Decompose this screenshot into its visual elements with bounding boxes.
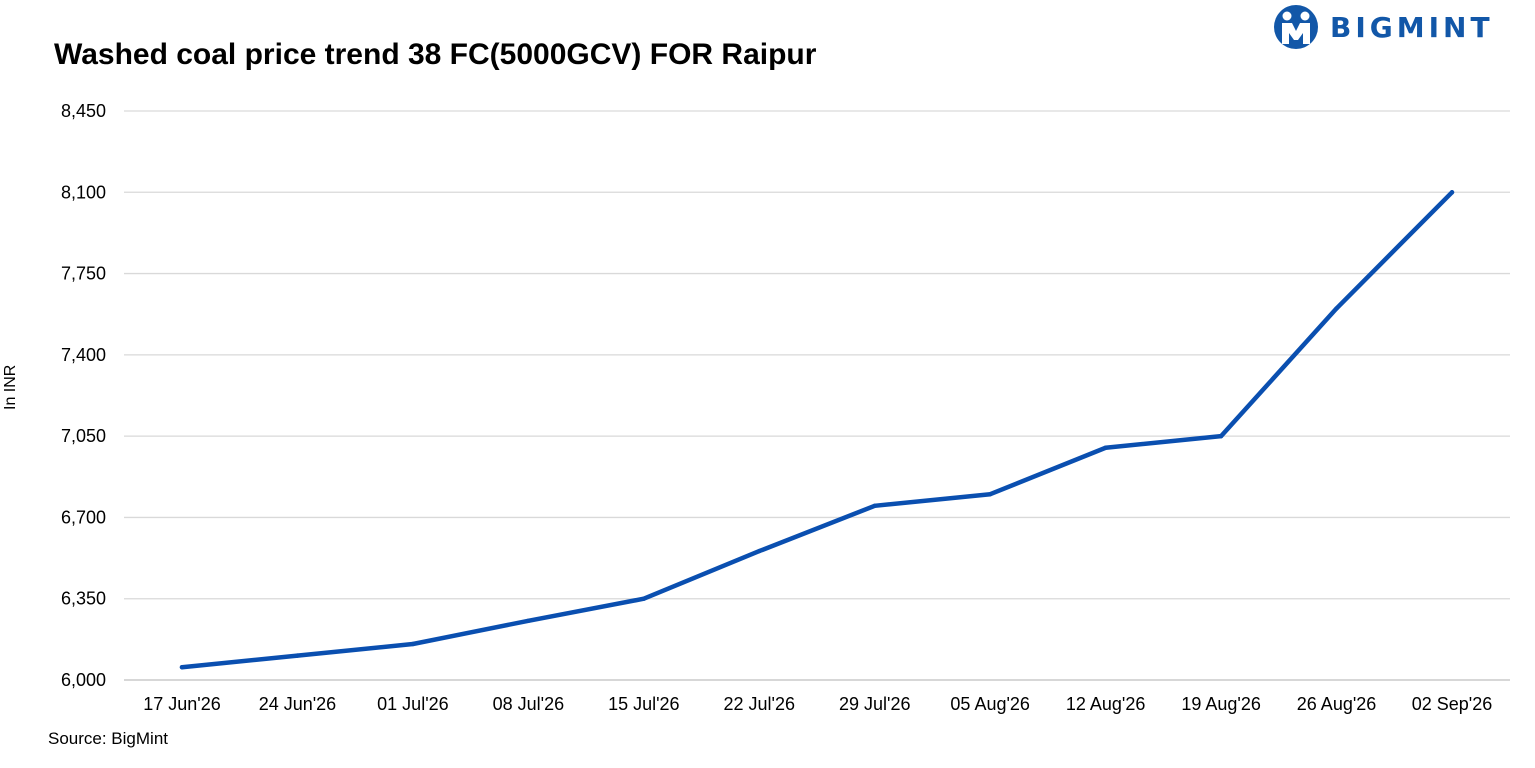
y-tick-label: 7,050 xyxy=(61,426,106,446)
x-tick-label: 26 Aug'26 xyxy=(1297,694,1377,714)
x-tick-label: 02 Sep'26 xyxy=(1412,694,1493,714)
series-line xyxy=(179,190,1455,670)
y-tick-label: 6,000 xyxy=(61,670,106,690)
chart-title: Washed coal price trend 38 FC(5000GCV) F… xyxy=(54,38,817,71)
data-point xyxy=(410,641,416,647)
data-point xyxy=(1334,306,1339,311)
y-tick-label: 6,350 xyxy=(61,589,106,609)
x-tick-label: 08 Jul'26 xyxy=(493,694,565,714)
y-tick-label: 7,750 xyxy=(61,264,106,284)
x-tick-label: 15 Jul'26 xyxy=(608,694,680,714)
source-note: Source: BigMint xyxy=(48,729,168,748)
x-tick-label: 19 Aug'26 xyxy=(1181,694,1261,714)
y-tick-label: 8,100 xyxy=(61,182,106,202)
data-point xyxy=(295,653,300,658)
data-point xyxy=(987,492,993,497)
data-point xyxy=(872,503,877,509)
bigmint-logo-icon xyxy=(1274,5,1318,49)
x-tick-label: 05 Aug'26 xyxy=(950,694,1030,714)
data-point xyxy=(641,596,647,601)
x-tick-label: 12 Aug'26 xyxy=(1066,694,1146,714)
data-point xyxy=(1218,433,1224,439)
y-tick-label: 6,700 xyxy=(61,507,106,527)
x-tick-label: 17 Jun'26 xyxy=(143,694,221,714)
x-tick-label: 22 Jul'26 xyxy=(724,694,796,714)
data-point xyxy=(526,618,531,623)
data-point xyxy=(1449,190,1455,195)
y-tick-label: 7,400 xyxy=(61,345,106,365)
data-point xyxy=(179,665,185,670)
bigmint-logo: BIGMINT xyxy=(1272,4,1494,50)
x-tick-label: 24 Jun'26 xyxy=(259,694,337,714)
x-tick-label: 29 Jul'26 xyxy=(839,694,911,714)
x-tick-label: 01 Jul'26 xyxy=(377,694,449,714)
y-tick-label: 8,450 xyxy=(61,101,106,121)
data-point xyxy=(757,548,762,554)
bigmint-logo-text: BIGMINT xyxy=(1330,10,1494,44)
data-point xyxy=(1103,445,1108,450)
